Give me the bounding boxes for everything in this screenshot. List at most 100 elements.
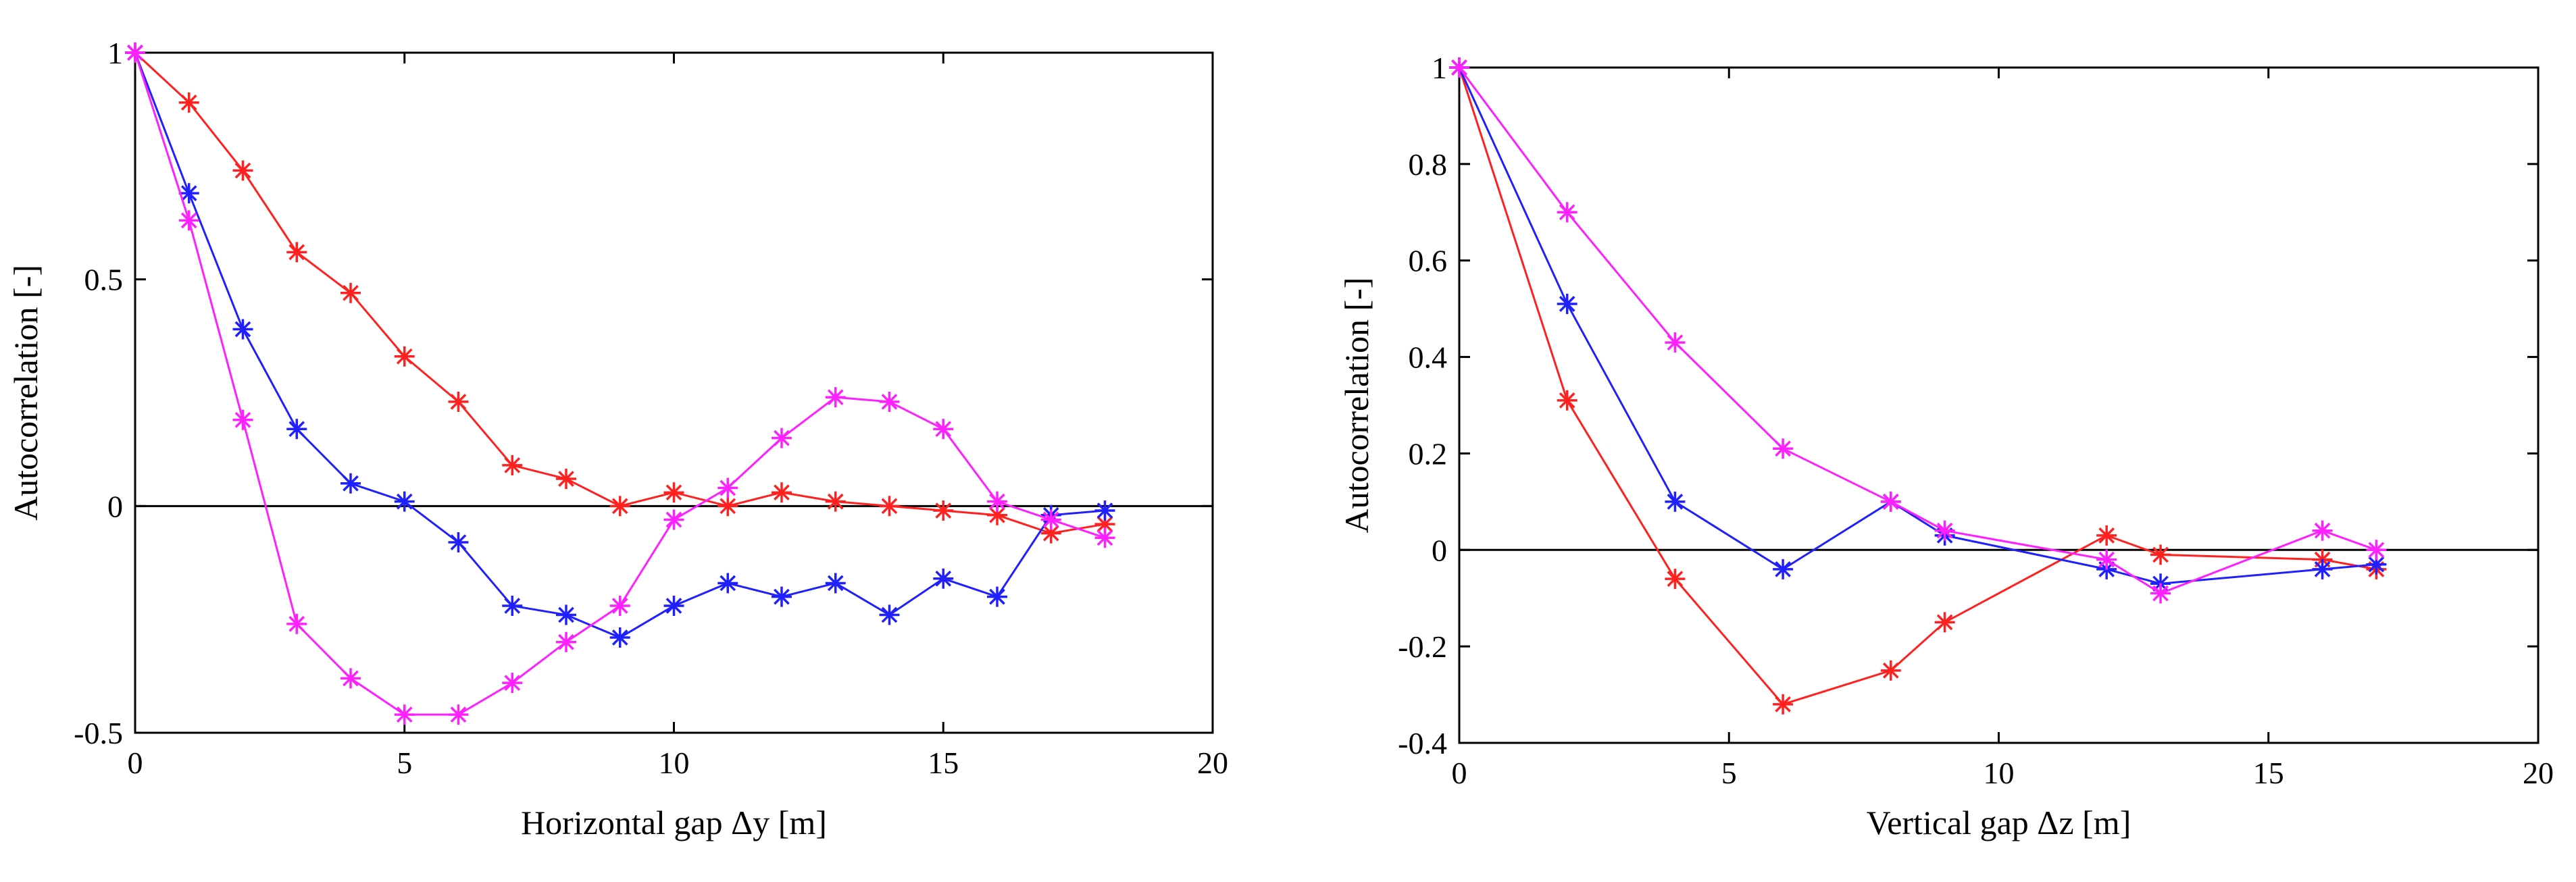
chart0-point-blue [609, 627, 630, 648]
chart0-point-blue [1094, 500, 1115, 521]
chart0-point-magenta [286, 613, 307, 634]
chart1-point-blue [1665, 491, 1686, 512]
chart1-series-magenta [1449, 57, 2387, 604]
chart0-point-red [933, 500, 954, 521]
chart0-point-blue [394, 491, 415, 512]
chart0-y-tick-label: 0.5 [84, 263, 124, 297]
chart0-point-red [663, 482, 684, 503]
chart0-point-red [772, 482, 792, 503]
vertical-autocorrelation-chart: 0 5 10 15 20 -0.4 -0.2 0 0.2 0.4 0.6 0.8 1 Vertical g… [1338, 51, 2554, 841]
chart0-y-tick-label: 0 [107, 489, 123, 523]
chart0-point-magenta [609, 596, 630, 617]
chart0-point-magenta [933, 419, 954, 440]
chart0-point-blue [772, 586, 792, 607]
chart0-point-blue [933, 568, 954, 589]
chart1-series-line-red [1458, 67, 2377, 706]
chart0-point-red [1040, 523, 1061, 544]
chart1-y-tick-label: 0 [1432, 533, 1447, 567]
chart1-series-red [1449, 57, 2387, 715]
chart0-point-red [340, 282, 361, 303]
chart1-x-axis-title: Vertical gap Δz [m] [1867, 804, 2131, 841]
chart1-point-magenta [1557, 202, 1577, 223]
chart0-point-red [178, 92, 199, 113]
chart0-series-red [125, 43, 1115, 544]
chart0-point-blue [340, 473, 361, 494]
chart0-point-magenta [178, 210, 199, 231]
chart1-x-tick-label: 10 [1984, 756, 2015, 790]
chart1-y-tick-label: 1 [1432, 51, 1447, 85]
chart0-point-magenta [772, 427, 792, 448]
chart1-point-red [1773, 694, 1794, 715]
chart1-point-magenta [2366, 540, 2387, 561]
chart1-point-red [1934, 612, 1955, 633]
chart0-point-blue [879, 604, 900, 625]
chart0-point-red [448, 391, 469, 412]
chart1-point-magenta [1773, 438, 1794, 459]
chart0-point-red [502, 455, 523, 475]
chart0-point-red [232, 160, 253, 181]
chart0-x-tick-label: 15 [928, 746, 959, 780]
chart1-point-red [2150, 544, 2171, 565]
chart0-y-axis-title: Autocorrelation [-] [7, 265, 45, 521]
chart0-point-magenta [663, 509, 684, 530]
chart1-plot-frame [1458, 66, 2540, 744]
chart0-point-blue [232, 319, 253, 340]
chart0-point-blue [556, 604, 576, 625]
chart1-x-tick-label: 15 [2253, 756, 2284, 790]
chart1-point-magenta [2312, 520, 2333, 541]
chart0-point-blue [825, 573, 846, 594]
chart0-point-magenta [502, 673, 523, 694]
chart0-series-line-blue [134, 52, 1105, 639]
chart0-point-magenta [556, 631, 576, 652]
chart0-point-magenta [232, 409, 253, 430]
chart1-point-magenta [1934, 520, 1955, 541]
chart1-point-magenta [1665, 332, 1686, 353]
chart0-x-tick-label: 5 [397, 746, 412, 780]
chart0-point-red [825, 491, 846, 512]
chart0-series-magenta [125, 43, 1115, 725]
chart0-x-tick-label: 0 [128, 746, 143, 780]
chart1-point-magenta [1880, 491, 1901, 512]
chart0-series-line-red [134, 51, 1105, 535]
chart0-point-magenta [1040, 509, 1061, 530]
chart0-y-tick-label: -0.5 [74, 716, 123, 750]
chart1-x-tick-label: 0 [1452, 756, 1467, 790]
chart0-point-magenta [1094, 527, 1115, 548]
chart1-point-blue [1557, 294, 1577, 314]
chart1-point-blue [1773, 559, 1794, 579]
chart0-point-blue [286, 419, 307, 440]
chart1-y-tick-label: 0.2 [1409, 436, 1448, 471]
chart1-x-tick-label: 5 [1721, 756, 1737, 790]
chart0-point-magenta [717, 477, 738, 498]
chart0-point-blue [987, 586, 1007, 607]
chart0-point-magenta [825, 387, 846, 408]
chart1-series-blue [1449, 57, 2387, 594]
chart0-point-red [879, 496, 900, 517]
chart1-y-tick-label: 0.8 [1409, 147, 1448, 182]
chart1-series-line-blue [1458, 67, 2377, 585]
chart1-point-red [1665, 569, 1686, 590]
chart0-point-blue [663, 596, 684, 617]
chart1-y-axis-title: Autocorrelation [-] [1338, 277, 1375, 533]
chart0-point-red [609, 496, 630, 517]
chart0-point-blue [178, 183, 199, 204]
chart0-point-blue [448, 532, 469, 553]
chart1-y-tick-label: 0.4 [1409, 340, 1448, 375]
chart0-point-blue [502, 596, 523, 617]
chart0-y-tick-label: 1 [107, 36, 123, 70]
chart1-point-magenta [1449, 57, 1469, 78]
chart0-point-magenta [125, 43, 145, 63]
chart0-x-tick-label: 20 [1197, 746, 1228, 780]
chart1-y-tick-label: 0.6 [1409, 244, 1448, 278]
chart1-y-tick-label: -0.2 [1398, 629, 1447, 664]
chart1-point-red [1557, 390, 1577, 411]
chart1-y-tick-label: -0.4 [1398, 726, 1447, 760]
chart0-point-magenta [340, 668, 361, 689]
chart0-point-red [717, 496, 738, 517]
chart1-point-blue [2312, 559, 2333, 579]
chart0-point-red [286, 242, 307, 263]
chart0-point-red [987, 504, 1007, 525]
chart0-point-magenta [987, 491, 1007, 512]
